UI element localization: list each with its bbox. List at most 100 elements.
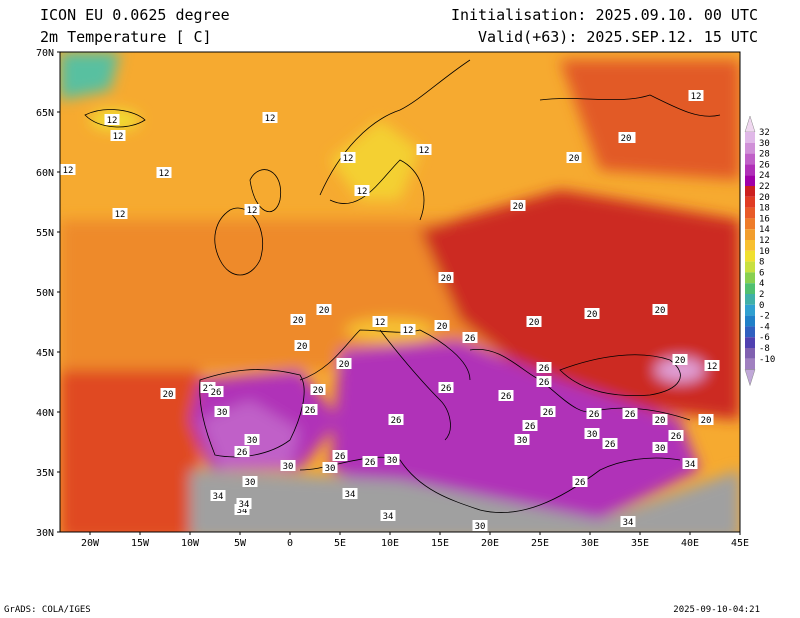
isotherm-label-box xyxy=(672,354,688,365)
lat-tick-label: 30N xyxy=(36,528,54,539)
isotherm-label-box xyxy=(536,376,552,387)
isotherm-label: 12 xyxy=(107,116,118,126)
isotherm-label: 12 xyxy=(375,318,386,328)
isotherm-label-box xyxy=(514,434,530,445)
isotherm-label-box xyxy=(584,428,600,439)
isotherm-label: 26 xyxy=(525,422,536,432)
isotherm-label: 20 xyxy=(675,356,686,366)
valid-time: Valid(+63): 2025.SEP.12. 15 UTC xyxy=(478,28,758,46)
isotherm-label: 26 xyxy=(539,364,550,374)
colorbar-label: 4 xyxy=(759,279,764,289)
colorbar-swatch xyxy=(745,132,755,143)
isotherm-label: 12 xyxy=(419,146,430,156)
isotherm-label: 20 xyxy=(655,416,666,426)
isotherm-label-box xyxy=(160,388,176,399)
colorbar-swatch xyxy=(745,337,755,348)
colorbar-label: 0 xyxy=(759,301,764,311)
lon-tick-label: 10E xyxy=(381,538,399,549)
isotherm-label: 12 xyxy=(691,92,702,102)
lat-tick-label: 70N xyxy=(36,48,54,59)
isotherm-label: 30 xyxy=(587,430,598,440)
isotherm-label: 26 xyxy=(465,334,476,344)
colorbar-over-arrow xyxy=(744,115,756,133)
isotherm-label: 20 xyxy=(293,316,304,326)
isotherm-label: 12 xyxy=(63,166,74,176)
isotherm-label-box xyxy=(584,308,600,319)
isotherm-label-box xyxy=(586,408,602,419)
variable-title: 2m Temperature [ C] xyxy=(40,28,212,46)
isotherm-label-box xyxy=(652,414,668,425)
colorbar-label: 22 xyxy=(759,182,770,192)
colorbar-swatch xyxy=(745,229,755,240)
isotherm-label-box xyxy=(244,434,260,445)
isotherm-label: 30 xyxy=(655,444,666,454)
colorbar-label: 26 xyxy=(759,160,770,170)
isotherm-label-box xyxy=(362,456,378,467)
isotherm-label-box xyxy=(384,454,400,465)
isotherm-label-box xyxy=(498,390,514,401)
colorbar-swatch xyxy=(745,218,755,230)
isotherm-label: 20 xyxy=(437,322,448,332)
colorbar-swatch xyxy=(745,358,755,370)
isotherm-label-box xyxy=(652,442,668,453)
colorbar-label: 14 xyxy=(759,225,770,235)
lat-tick-label: 55N xyxy=(36,228,54,239)
isotherm-label-box xyxy=(110,130,126,141)
isotherm-label-box xyxy=(380,510,396,521)
isotherm-label: 20 xyxy=(569,154,580,164)
colorbar-label: 10 xyxy=(759,247,770,257)
isotherm-label: 34 xyxy=(685,460,696,470)
isotherm-label: 26 xyxy=(671,432,682,442)
isotherm-label-box xyxy=(112,208,128,219)
lon-tick-label: 0 xyxy=(287,538,293,549)
isotherm-label: 12 xyxy=(343,154,354,164)
isotherm-label-box xyxy=(104,114,120,125)
colorbar-swatch xyxy=(745,240,755,251)
colorbar-swatch xyxy=(745,250,755,262)
isotherm-label-box xyxy=(652,304,668,315)
isotherm-label-box xyxy=(434,320,450,331)
isotherm-label: 12 xyxy=(115,210,126,220)
colorbar-label: -8 xyxy=(759,344,770,354)
isotherm-label-box xyxy=(620,516,636,527)
lat-tick-label: 65N xyxy=(36,108,54,119)
isotherm-label: 26 xyxy=(365,458,376,468)
colorbar-swatch xyxy=(745,326,755,338)
colorbar-label: -4 xyxy=(759,322,770,332)
isotherm-label-box xyxy=(618,132,634,143)
colorbar-label: 6 xyxy=(759,268,764,278)
isotherm-label-box xyxy=(372,316,388,327)
isotherm-label-box xyxy=(526,316,542,327)
colorbar-swatch xyxy=(745,283,755,294)
isotherm-label-box xyxy=(290,314,306,325)
footer-timestamp: 2025-09-10-04:21 xyxy=(673,605,760,615)
lat-tick-label: 45N xyxy=(36,348,54,359)
lon-tick-label: 5E xyxy=(334,538,346,549)
lon-tick-label: 15W xyxy=(131,538,150,549)
isotherm-label-box xyxy=(336,358,352,369)
colorbar-swatch xyxy=(745,153,755,165)
colorbar-label: 8 xyxy=(759,258,764,268)
lon-tick-label: 10W xyxy=(181,538,200,549)
isotherm-label: 26 xyxy=(625,410,636,420)
colorbar-under-arrow xyxy=(744,369,756,387)
model-title: ICON EU 0.0625 degree xyxy=(40,6,230,24)
isotherm-label-box xyxy=(294,340,310,351)
colorbar-label: 18 xyxy=(759,204,770,214)
isotherm-label-box xyxy=(302,404,318,415)
colorbar-swatch xyxy=(745,272,755,284)
isotherm-label-box xyxy=(156,167,172,178)
colorbar-swatch xyxy=(745,175,755,186)
isotherm-label: 30 xyxy=(517,436,528,446)
isotherm-label-box xyxy=(536,362,552,373)
lat-tick-label: 35N xyxy=(36,468,54,479)
lon-tick-label: 30E xyxy=(581,538,599,549)
isotherm-label: 20 xyxy=(163,390,174,400)
isotherm-label: 26 xyxy=(391,416,402,426)
isotherm-label: 20 xyxy=(587,310,598,320)
isotherm-label: 26 xyxy=(335,452,346,462)
lat-tick-label: 50N xyxy=(36,288,54,299)
colorbar-label: -2 xyxy=(759,312,770,322)
